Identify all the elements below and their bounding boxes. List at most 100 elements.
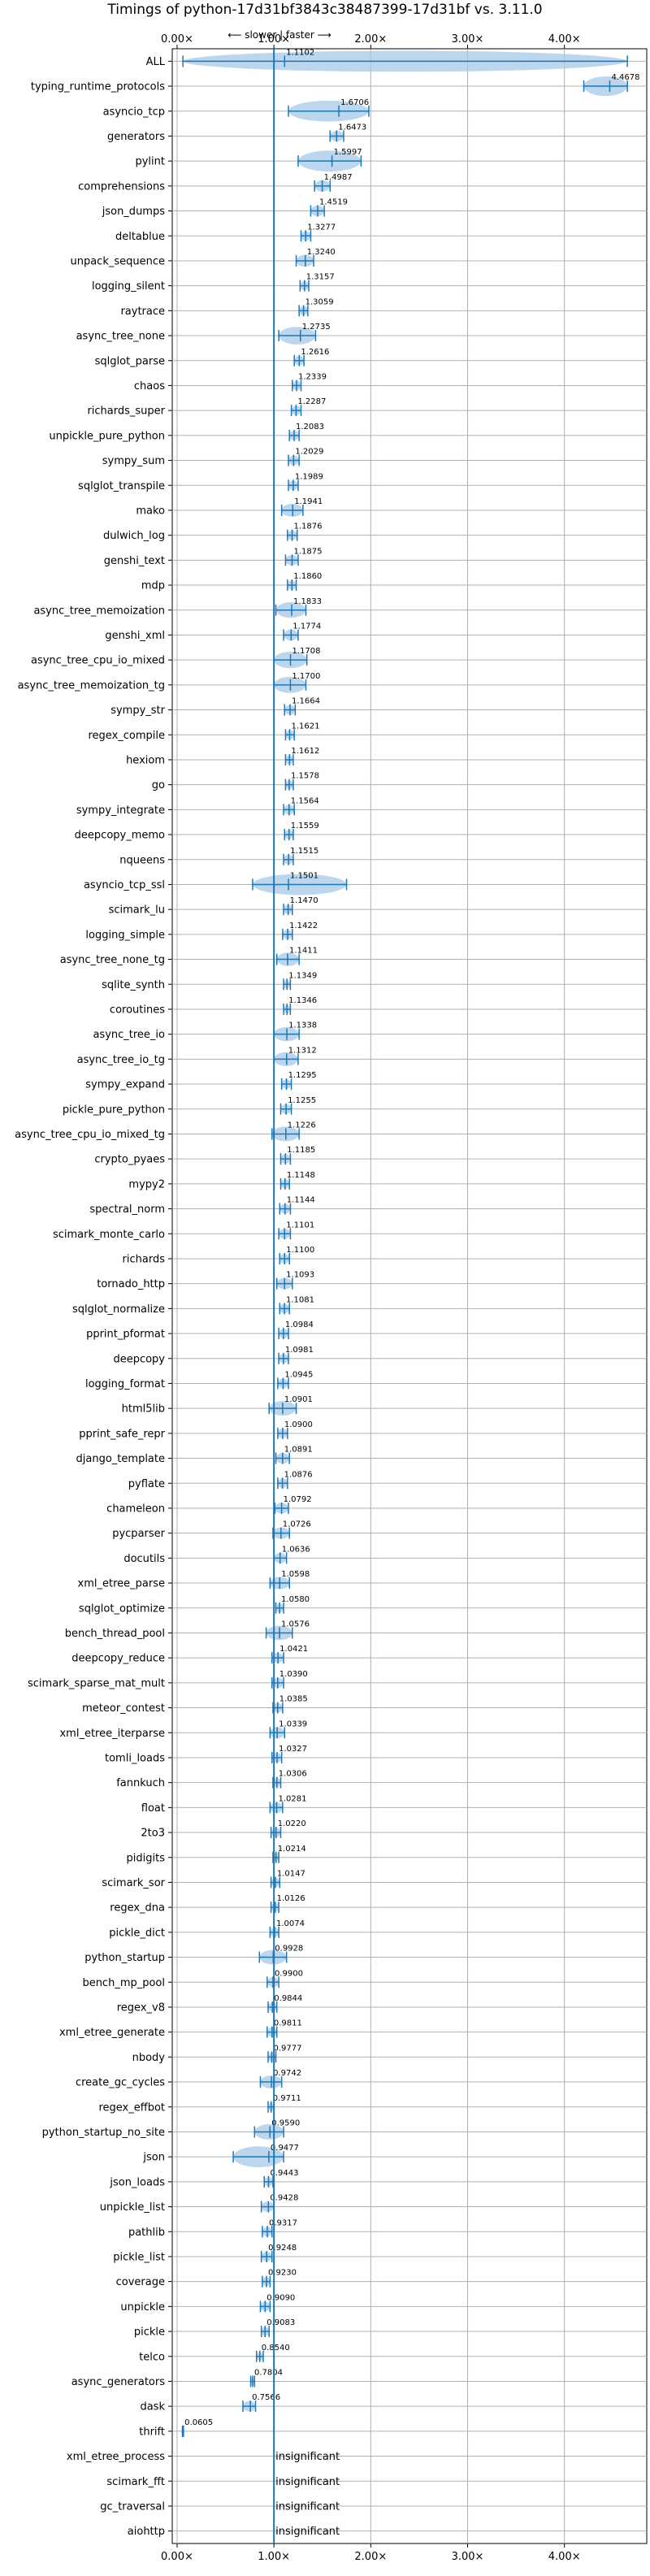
value-label: 1.2339 <box>298 372 327 381</box>
benchmark-label: pickle_dict <box>109 1927 165 1939</box>
benchmark-row: ALL 1.1102 <box>146 48 647 72</box>
benchmark-label: mako <box>136 505 165 517</box>
benchmark-row: async_tree_memoization_tg 1.1700 <box>18 672 647 693</box>
benchmark-label: nbody <box>132 2052 166 2064</box>
value-label: 1.1708 <box>292 647 320 656</box>
benchmark-row: sqlglot_transpile 1.1989 <box>78 472 647 492</box>
value-label: 1.1338 <box>288 1021 317 1030</box>
value-label: 1.1700 <box>292 672 320 681</box>
value-label: 0.9844 <box>274 1994 302 2003</box>
value-label: 1.2287 <box>297 397 326 406</box>
benchmark-row: xml_etree_iterparse 1.0339 <box>59 1720 647 1740</box>
insignificant-label: insignificant <box>275 2451 340 2463</box>
value-label: 1.0576 <box>281 1620 310 1628</box>
benchmark-label: mdp <box>141 580 165 592</box>
benchmark-label: aiohttp <box>128 2526 165 2538</box>
value-label: 1.0147 <box>277 1869 306 1878</box>
value-label: 1.2083 <box>296 423 324 432</box>
benchmark-row: mypy2 1.1148 <box>128 1171 647 1190</box>
value-label: 1.0900 <box>284 1420 313 1429</box>
benchmark-label: json_loads <box>109 2176 165 2188</box>
benchmark-row: django_template 1.0891 <box>76 1446 647 1465</box>
x-tick-label-top: 1.00× <box>258 33 290 46</box>
benchmark-label: sympy_str <box>110 705 165 717</box>
direction-hint: ⟵ slower | faster ⟶ <box>228 29 332 41</box>
benchmark-row: async_tree_cpu_io_mixed_tg 1.1226 <box>15 1121 647 1142</box>
value-label: 1.1346 <box>288 996 317 1005</box>
benchmark-label: pickle_pure_python <box>63 1104 165 1116</box>
benchmark-label: pyflate <box>128 1478 165 1490</box>
benchmark-label: json_dumps <box>102 206 165 218</box>
benchmark-label: pathlib <box>128 2227 165 2239</box>
x-tick-label-top: 4.00× <box>548 33 581 46</box>
value-label: 1.1515 <box>290 847 318 856</box>
value-label: 0.9742 <box>273 2069 301 2078</box>
value-label: 1.1470 <box>290 896 318 905</box>
value-label: 0.9477 <box>271 2144 299 2153</box>
benchmark-label: asyncio_tcp_ssl <box>84 879 165 891</box>
benchmark-label: sqlglot_transpile <box>78 480 165 492</box>
value-label: 0.9083 <box>266 2318 295 2327</box>
value-label: 1.6706 <box>340 98 369 107</box>
benchmark-row: async_tree_none_tg 1.1411 <box>60 947 647 966</box>
benchmark-row: sqlglot_optimize 1.0580 <box>79 1595 647 1615</box>
value-label: 1.0126 <box>277 1894 306 1903</box>
benchmark-label: coverage <box>116 2276 165 2288</box>
benchmark-label: richards_super <box>87 405 165 418</box>
benchmark-label: xml_etree_parse <box>78 1578 165 1590</box>
benchmark-row: crypto_pyaes 1.1185 <box>94 1146 647 1166</box>
benchmark-row: async_generators 0.7804 <box>72 2368 647 2388</box>
value-label: 1.0636 <box>282 1545 310 1554</box>
benchmark-row: regex_dna 1.0126 <box>110 1894 647 1915</box>
benchmark-row: scimark_monte_carlo 1.1101 <box>53 1221 647 1241</box>
benchmark-row: genshi_text 1.1875 <box>104 547 647 567</box>
benchmark-row: hexiom 1.1612 <box>126 747 647 766</box>
benchmark-label: tomli_loads <box>105 1752 165 1764</box>
value-label: 0.9090 <box>266 2293 295 2302</box>
benchmark-row: float 1.0281 <box>141 1794 647 1815</box>
value-label: 0.9443 <box>271 2169 299 2178</box>
benchmark-label: docutils <box>124 1553 165 1565</box>
value-label: 1.1501 <box>290 871 318 880</box>
benchmark-row: generators 1.6473 <box>107 123 647 143</box>
value-label: 1.1312 <box>288 1046 317 1055</box>
value-label: 1.0339 <box>279 1720 307 1728</box>
benchmark-row: async_tree_cpu_io_mixed 1.1708 <box>31 647 647 669</box>
x-tick-label-bottom: 4.00× <box>548 2551 581 2563</box>
benchmark-label: logging_simple <box>85 929 165 941</box>
benchmark-label: crypto_pyaes <box>94 1154 165 1166</box>
value-label: 1.0981 <box>285 1346 314 1355</box>
value-label: 0.9317 <box>269 2218 297 2227</box>
benchmark-label: regex_compile <box>88 730 165 742</box>
value-label: 1.0726 <box>283 1520 311 1529</box>
benchmark-row: chaos 1.2339 <box>134 372 647 392</box>
benchmark-label: genshi_xml <box>105 630 165 642</box>
value-label: 1.1185 <box>287 1146 315 1155</box>
benchmark-label: gc_traversal <box>100 2500 165 2513</box>
benchmark-label: meteor_contest <box>82 1702 165 1715</box>
value-label: 1.1989 <box>295 472 323 481</box>
x-tick-label-top: 3.00× <box>452 33 484 46</box>
benchmark-label: async_tree_none <box>76 331 165 343</box>
benchmark-row: sympy_expand 1.1295 <box>85 1071 647 1091</box>
benchmark-label: sqlglot_parse <box>95 355 165 367</box>
value-label: 1.1833 <box>293 597 322 606</box>
value-label: 1.1081 <box>286 1295 314 1304</box>
value-label: 1.0385 <box>280 1695 308 1704</box>
value-label: 0.8540 <box>262 2344 290 2353</box>
benchmark-label: json <box>142 2152 165 2164</box>
benchmark-label: regex_dna <box>110 1902 165 1915</box>
value-label: 1.0281 <box>278 1794 306 1803</box>
benchmark-row: create_gc_cycles 0.9742 <box>76 2069 647 2089</box>
benchmark-row: xml_etree_parse 1.0598 <box>78 1570 647 1590</box>
value-label: 1.0876 <box>284 1470 313 1479</box>
value-label: 1.2029 <box>295 448 323 457</box>
benchmark-label: pycparser <box>112 1528 165 1540</box>
value-label: 0.9900 <box>275 1969 303 1978</box>
benchmark-row: unpickle_pure_python 1.2083 <box>49 423 647 442</box>
x-tick-label-bottom: 1.00× <box>258 2551 290 2563</box>
benchmark-label: fannkuch <box>116 1777 165 1789</box>
value-label: 0.9428 <box>270 2194 298 2203</box>
benchmark-row: sympy_sum 1.2029 <box>102 448 647 467</box>
benchmark-row: chameleon 1.0792 <box>106 1495 647 1515</box>
